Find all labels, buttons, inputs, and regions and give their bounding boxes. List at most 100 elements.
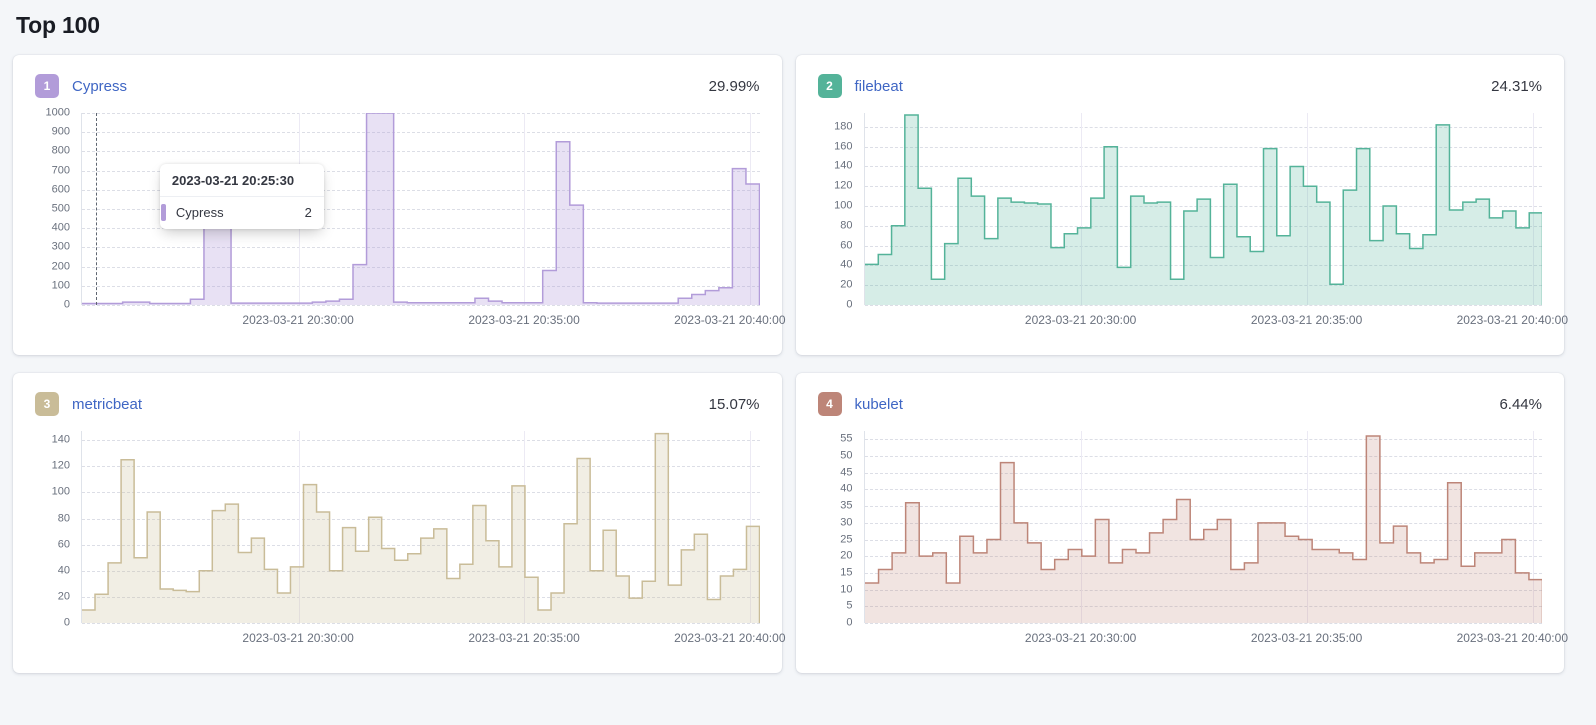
x-axis-label: 2023-03-21 20:30:00 bbox=[242, 313, 354, 327]
y-axis-label: 20 bbox=[840, 549, 853, 562]
gridline-horizontal bbox=[82, 570, 760, 572]
y-axis-label: 0 bbox=[846, 616, 853, 629]
y-axis-label: 0 bbox=[63, 298, 70, 311]
chart-plot-area[interactable] bbox=[81, 431, 760, 624]
step-area-chart-svg bbox=[82, 431, 760, 623]
y-axis-label: 30 bbox=[840, 516, 853, 529]
gridline-vertical bbox=[1081, 113, 1083, 305]
chart: 0 20 40 60 80 100 120 140 160 180 bbox=[818, 113, 1542, 310]
gridline-horizontal bbox=[864, 589, 1542, 591]
gridline-horizontal bbox=[864, 456, 1542, 458]
gridline-vertical bbox=[1532, 113, 1534, 305]
gridline-horizontal bbox=[864, 439, 1542, 441]
y-axis-label: 120 bbox=[51, 459, 70, 472]
y-axis-label: 140 bbox=[51, 433, 70, 446]
gridline-horizontal bbox=[82, 466, 760, 468]
gridline-vertical bbox=[524, 113, 526, 305]
y-axis: 0 20 40 60 80 100 120 140 160 180 bbox=[818, 113, 864, 310]
rank-badge: 1 bbox=[35, 74, 59, 98]
gridline-horizontal bbox=[82, 285, 760, 287]
y-axis-label: 35 bbox=[840, 499, 853, 512]
y-axis-label: 10 bbox=[840, 583, 853, 596]
gridline-horizontal bbox=[82, 170, 760, 172]
x-axis-label: 2023-03-21 20:35:00 bbox=[468, 631, 580, 645]
gridline-vertical bbox=[1532, 431, 1534, 623]
panels-grid: 1 Cypress 29.99% 0 100 200 300 400 500 600 700 8… bbox=[13, 55, 1568, 673]
percentage-value: 24.31% bbox=[1491, 77, 1542, 95]
percentage-value: 29.99% bbox=[708, 77, 760, 95]
gridline-horizontal bbox=[82, 151, 760, 153]
gridline-horizontal bbox=[864, 285, 1542, 287]
x-axis-label: 2023-03-21 20:40:00 bbox=[674, 631, 786, 645]
y-axis-label: 0 bbox=[63, 616, 70, 629]
y-axis-label: 160 bbox=[834, 140, 853, 153]
y-axis-label: 600 bbox=[51, 183, 70, 196]
crosshair-line bbox=[96, 113, 98, 305]
metric-panel: 2 filebeat 24.31% 0 20 40 60 80 100 120 140 160 1… bbox=[795, 55, 1568, 355]
y-axis-label: 15 bbox=[840, 566, 853, 579]
chart-plot-area[interactable] bbox=[863, 431, 1543, 624]
gridline-vertical bbox=[298, 431, 300, 623]
area-stroke bbox=[865, 436, 1543, 623]
metric-panel: 4 kubelet 6.44% 0 5 10 15 20 25 30 35 40 45 50 55 2… bbox=[795, 373, 1568, 673]
gridline-horizontal bbox=[864, 265, 1542, 267]
tooltip-series-name: Cypress bbox=[175, 204, 224, 220]
rank-badge: 2 bbox=[817, 74, 842, 98]
chart-plot-area[interactable]: 2023-03-21 20:25:30 Cypress 2 bbox=[81, 113, 760, 306]
metric-panel: 1 Cypress 29.99% 0 100 200 300 400 500 600 700 8… bbox=[13, 55, 786, 355]
y-axis-label: 200 bbox=[51, 260, 70, 273]
gridline-horizontal bbox=[82, 132, 760, 134]
chart: 0 100 200 300 400 500 600 700 800 900 1000 2023-03… bbox=[35, 107, 760, 310]
gridline-horizontal bbox=[82, 305, 760, 306]
gridline-horizontal bbox=[864, 472, 1542, 474]
panel-header: 4 kubelet 6.44% bbox=[817, 391, 1542, 417]
gridline-horizontal bbox=[864, 623, 1542, 624]
x-axis-label: 2023-03-21 20:35:00 bbox=[468, 313, 580, 327]
x-axis: 2023-03-21 20:30:00 2023-03-21 20:35:00 20… bbox=[864, 305, 1568, 331]
gridline-horizontal bbox=[864, 556, 1542, 558]
gridline-horizontal bbox=[864, 245, 1542, 247]
metric-name-link[interactable]: Cypress bbox=[72, 77, 128, 95]
x-axis-label: 2023-03-21 20:40:00 bbox=[1456, 313, 1568, 327]
chart: 0 20 40 60 80 100 120 140 bbox=[35, 431, 760, 628]
y-axis-label: 500 bbox=[51, 202, 70, 215]
area-stroke bbox=[82, 434, 760, 623]
dashboard-page: Top 100 1 Cypress 29.99% 0 100 200 300 400 50… bbox=[0, 12, 1596, 673]
y-axis-label: 80 bbox=[57, 512, 70, 524]
gridline-horizontal bbox=[864, 126, 1542, 128]
series-color-swatch bbox=[160, 203, 166, 221]
gridline-horizontal bbox=[82, 596, 760, 598]
gridline-horizontal bbox=[82, 518, 760, 520]
area-fill bbox=[82, 433, 760, 623]
y-axis-label: 1000 bbox=[45, 106, 70, 119]
gridline-vertical bbox=[750, 113, 751, 305]
y-axis-label: 100 bbox=[834, 199, 853, 212]
y-axis-label: 40 bbox=[840, 258, 853, 271]
gridline-horizontal bbox=[82, 440, 760, 442]
area-fill bbox=[864, 115, 1542, 305]
gridline-horizontal bbox=[82, 228, 760, 230]
y-axis-label: 400 bbox=[51, 221, 70, 234]
y-axis-label: 60 bbox=[840, 239, 853, 252]
metric-name-link[interactable]: kubelet bbox=[854, 395, 903, 413]
tooltip-timestamp: 2023-03-21 20:25:30 bbox=[171, 172, 295, 188]
x-axis-label: 2023-03-21 20:35:00 bbox=[1250, 631, 1363, 645]
rank-badge: 4 bbox=[817, 392, 842, 416]
y-axis-label: 800 bbox=[51, 144, 70, 157]
y-axis-label: 60 bbox=[57, 538, 70, 551]
y-axis: 0 100 200 300 400 500 600 700 800 900 1000 bbox=[35, 107, 81, 310]
x-axis-label: 2023-03-21 20:30:00 bbox=[1024, 313, 1137, 327]
gridline-horizontal bbox=[82, 266, 760, 268]
metric-name-link[interactable]: filebeat bbox=[854, 77, 903, 95]
metric-name-link[interactable]: metricbeat bbox=[72, 395, 143, 413]
step-area-chart-svg bbox=[864, 113, 1542, 305]
y-axis-label: 50 bbox=[840, 449, 853, 462]
gridline-horizontal bbox=[864, 506, 1542, 508]
y-axis-label: 5 bbox=[846, 599, 853, 612]
chart-plot-area[interactable] bbox=[863, 113, 1542, 306]
gridline-horizontal bbox=[864, 166, 1542, 168]
chart: 0 5 10 15 20 25 30 35 40 45 50 55 bbox=[818, 431, 1543, 628]
gridline-horizontal bbox=[864, 572, 1542, 574]
x-axis-label: 2023-03-21 20:30:00 bbox=[242, 631, 354, 645]
gridline-horizontal bbox=[864, 305, 1542, 306]
